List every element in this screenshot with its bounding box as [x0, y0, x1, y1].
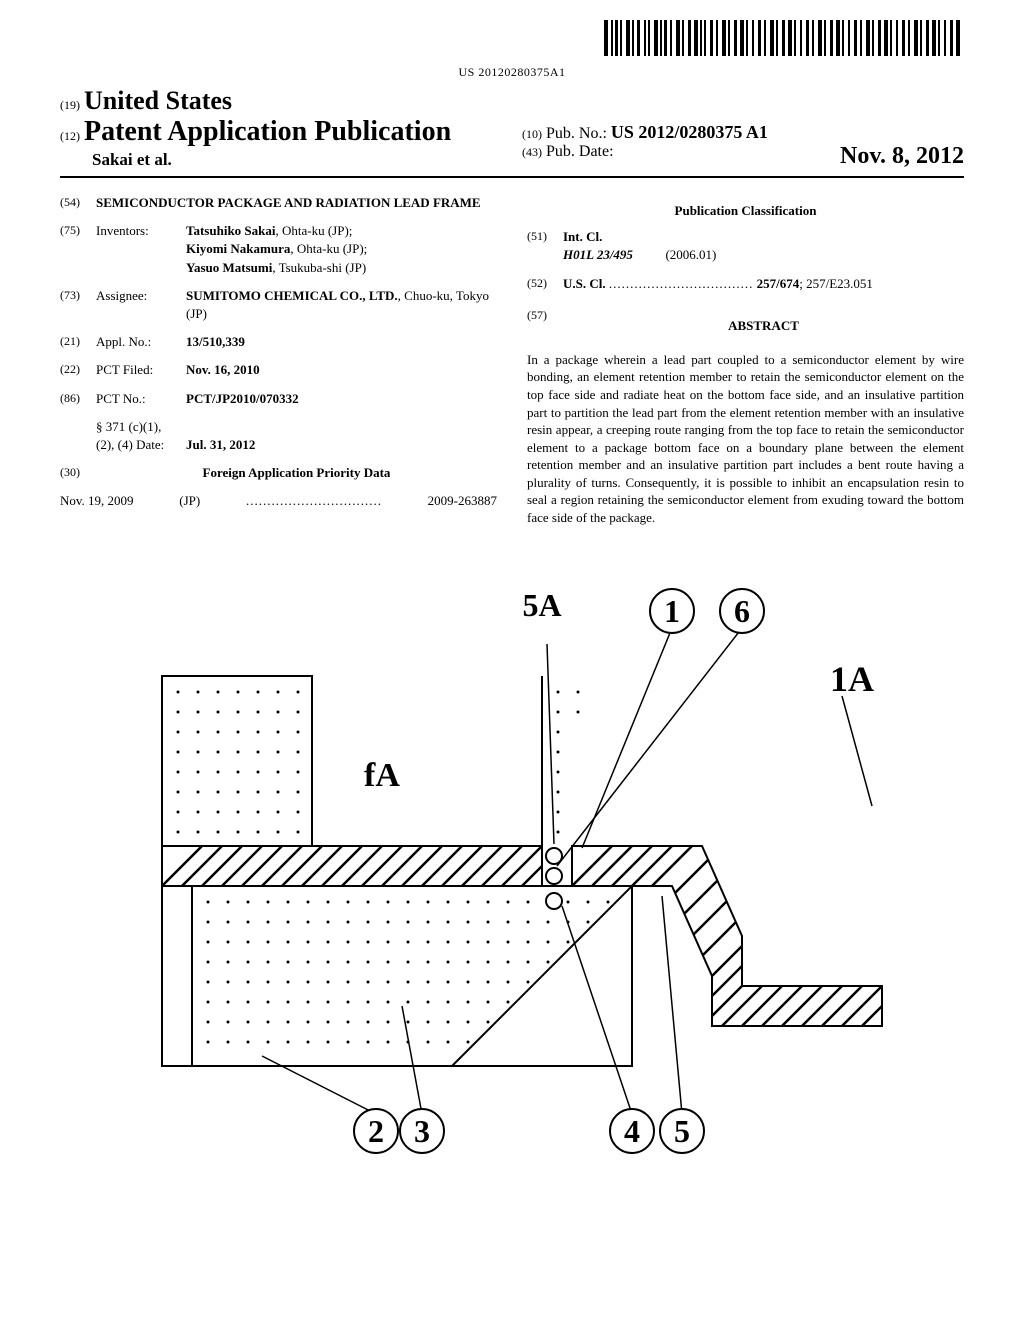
barcode-image	[604, 20, 964, 56]
field-52: (52) U.S. Cl. ..........................…	[527, 275, 964, 293]
pctfiled-value: Nov. 16, 2010	[186, 361, 497, 379]
fig-label-fA: fA	[364, 757, 400, 794]
fig-label-6: 6	[734, 593, 750, 629]
assignee-value: SUMITOMO CHEMICAL CO., LTD., Chuo-ku, To…	[186, 287, 497, 323]
pctfiled-label: PCT Filed:	[96, 361, 186, 379]
priority-data-row: Nov. 19, 2009 (JP) .....................…	[60, 492, 497, 510]
barcode-section: US 20120280375A1	[60, 20, 964, 80]
abstract-text: In a package wherein a lead part coupled…	[527, 351, 964, 526]
field-30: (30) Foreign Application Priority Data	[60, 464, 497, 482]
divider	[60, 176, 964, 178]
priority-dots: ................................	[246, 492, 382, 510]
country: United States	[84, 86, 232, 115]
priority-heading: Foreign Application Priority Data	[96, 464, 497, 482]
uscl-codes: 257/674	[757, 276, 800, 291]
fig-label-5: 5	[674, 1113, 690, 1149]
priority-date: Nov. 19, 2009	[60, 492, 134, 510]
barcode-number: US 20120280375A1	[60, 65, 964, 80]
prefix-43: (43)	[522, 145, 542, 159]
pctno-label: PCT No.:	[96, 390, 186, 408]
patent-figure: 5A 1 6 1A fA 2 3 4 5	[102, 556, 922, 1176]
abstract-heading: ABSTRACT	[563, 317, 964, 335]
fig-label-2: 2	[368, 1113, 384, 1149]
prefix-12: (12)	[60, 129, 80, 143]
patent-title: SEMICONDUCTOR PACKAGE AND RADIATION LEAD…	[96, 194, 497, 212]
uscl-label: U.S. Cl.	[563, 276, 606, 291]
figure-container: 5A 1 6 1A fA 2 3 4 5	[60, 556, 964, 1176]
header-right: (10) Pub. No.: US 2012/0280375 A1 (43) P…	[502, 122, 964, 170]
s371-date: Jul. 31, 2012	[186, 436, 497, 454]
field-51: (51) Int. Cl. H01L 23/495 (2006.01)	[527, 228, 964, 264]
s371-label: § 371 (c)(1), (2), (4) Date:	[96, 418, 186, 454]
fig-label-3: 3	[414, 1113, 430, 1149]
prefix-10: (10)	[522, 127, 542, 141]
applno-label: Appl. No.:	[96, 333, 186, 351]
field-22-num: (22)	[60, 361, 96, 379]
field-86-sub: § 371 (c)(1), (2), (4) Date: Jul. 31, 20…	[60, 418, 497, 454]
field-86: (86) PCT No.: PCT/JP2010/070332	[60, 390, 497, 408]
pub-date-value: Nov. 8, 2012	[840, 143, 964, 170]
priority-country: (JP)	[179, 492, 200, 510]
fig-label-1A: 1A	[830, 659, 874, 699]
intcl-code: H01L 23/495	[563, 247, 633, 262]
publication-type: Patent Application Publication	[84, 116, 451, 147]
prefix-19: (19)	[60, 98, 80, 112]
inventor-3-loc: , Tsukuba-shi (JP)	[272, 260, 366, 275]
fig-label-5A: 5A	[522, 587, 561, 623]
field-57-num: (57)	[527, 307, 563, 341]
applno-value: 13/510,339	[186, 333, 497, 351]
field-52-num: (52)	[527, 275, 563, 293]
field-86-num: (86)	[60, 390, 96, 408]
inventor-2: Kiyomi Nakamura	[186, 241, 290, 256]
priority-appnum: 2009-263887	[428, 492, 497, 510]
biblio-columns: (54) SEMICONDUCTOR PACKAGE AND RADIATION…	[60, 194, 964, 526]
field-75-num: (75)	[60, 222, 96, 277]
assignee-name: SUMITOMO CHEMICAL CO., LTD.	[186, 288, 398, 303]
fig-label-1: 1	[664, 593, 680, 629]
field-73-num: (73)	[60, 287, 96, 323]
header-left: (19) United States (12) Patent Applicati…	[60, 86, 502, 170]
uscl-value: U.S. Cl. ...............................…	[563, 275, 964, 293]
uscl-dots: ..................................	[609, 276, 754, 291]
s371-line2: (2), (4) Date:	[96, 437, 164, 452]
pub-date-label: Pub. Date:	[546, 143, 614, 160]
field-51-num: (51)	[527, 228, 563, 264]
field-30-num: (30)	[60, 464, 96, 482]
intcl-value: Int. Cl. H01L 23/495 (2006.01)	[563, 228, 964, 264]
left-column: (54) SEMICONDUCTOR PACKAGE AND RADIATION…	[60, 194, 497, 526]
field-57: (57) ABSTRACT	[527, 307, 964, 341]
applicant: Sakai et al.	[60, 150, 502, 170]
field-54: (54) SEMICONDUCTOR PACKAGE AND RADIATION…	[60, 194, 497, 212]
s371-line1: § 371 (c)(1),	[96, 419, 161, 434]
inventor-1-loc: , Ohta-ku (JP);	[276, 223, 353, 238]
intcl-label: Int. Cl.	[563, 229, 602, 244]
pctno-value: PCT/JP2010/070332	[186, 390, 497, 408]
right-column: Publication Classification (51) Int. Cl.…	[527, 194, 964, 526]
field-75: (75) Inventors: Tatsuhiko Sakai, Ohta-ku…	[60, 222, 497, 277]
header: (19) United States (12) Patent Applicati…	[60, 86, 964, 170]
inventors-label: Inventors:	[96, 222, 186, 277]
pub-no-value: US 2012/0280375 A1	[611, 122, 768, 142]
inventor-3: Yasuo Matsumi	[186, 260, 272, 275]
inventor-1: Tatsuhiko Sakai	[186, 223, 276, 238]
uscl-extra: ; 257/E23.051	[799, 276, 873, 291]
inventor-2-loc: , Ohta-ku (JP);	[290, 241, 367, 256]
pub-no-label: Pub. No.:	[546, 125, 607, 142]
field-21: (21) Appl. No.: 13/510,339	[60, 333, 497, 351]
field-54-num: (54)	[60, 194, 96, 212]
intcl-year: (2006.01)	[665, 247, 716, 262]
assignee-label: Assignee:	[96, 287, 186, 323]
field-21-num: (21)	[60, 333, 96, 351]
field-73: (73) Assignee: SUMITOMO CHEMICAL CO., LT…	[60, 287, 497, 323]
field-22: (22) PCT Filed: Nov. 16, 2010	[60, 361, 497, 379]
inventors-value: Tatsuhiko Sakai, Ohta-ku (JP); Kiyomi Na…	[186, 222, 497, 277]
fig-label-4: 4	[624, 1113, 640, 1149]
pub-class-heading: Publication Classification	[527, 202, 964, 220]
